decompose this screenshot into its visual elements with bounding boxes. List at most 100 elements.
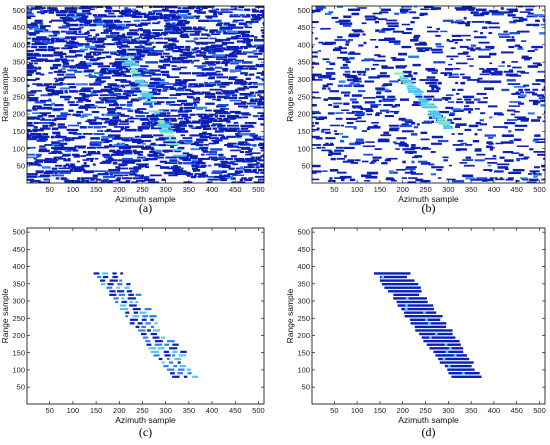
heatmap-cell <box>248 85 258 89</box>
heatmap-cell <box>229 14 233 16</box>
heatmap-cell <box>259 146 264 149</box>
heatmap-cell <box>257 112 264 115</box>
heatmap-cell <box>168 128 182 132</box>
heatmap-cell <box>508 45 515 49</box>
heatmap-cell <box>76 12 87 15</box>
heatmap-cell <box>348 83 356 86</box>
heatmap-cell <box>248 81 258 84</box>
heatmap-cell <box>375 45 379 49</box>
heatmap-cell <box>130 87 135 91</box>
heatmap-cell <box>177 87 186 90</box>
heatmap-cell <box>182 29 187 32</box>
heatmap-cell <box>176 66 180 69</box>
heatmap-cell <box>67 101 75 104</box>
target-mark <box>415 329 453 332</box>
heatmap-cell <box>158 109 170 112</box>
heatmap-cell <box>67 164 76 168</box>
heatmap-cell <box>339 175 352 179</box>
heatmap-cell <box>45 87 49 90</box>
heatmap-cell <box>412 63 421 67</box>
x-tick-label: 450 <box>510 185 523 194</box>
heatmap-cell <box>158 137 170 140</box>
heatmap-cell <box>27 133 30 135</box>
heatmap-cell <box>230 155 237 158</box>
heatmap-cell <box>40 73 45 76</box>
heatmap-cell <box>81 180 90 182</box>
heatmap-cell <box>76 101 84 103</box>
heatmap-cell <box>262 153 264 156</box>
heatmap-cell <box>426 30 439 33</box>
heatmap-cell <box>102 160 112 163</box>
heatmap-cell <box>59 55 64 58</box>
heatmap-cell <box>29 54 42 57</box>
heatmap-cell <box>96 178 102 181</box>
heatmap-cell <box>62 62 70 65</box>
heatmap-cell <box>102 178 109 181</box>
heatmap-cell <box>211 33 221 36</box>
heatmap-cell <box>484 87 494 90</box>
heatmap-cell <box>312 9 321 13</box>
heatmap-cell <box>183 16 195 19</box>
target-mark <box>399 77 409 80</box>
heatmap-cell <box>543 110 545 114</box>
heatmap-cell <box>227 30 238 33</box>
heatmap-cell <box>192 159 198 162</box>
heatmap-cell <box>130 56 141 60</box>
axes-frame <box>311 227 546 405</box>
heatmap-cell <box>233 50 242 53</box>
heatmap-cell <box>448 113 455 117</box>
heatmap-cell <box>218 156 226 160</box>
heatmap-cell <box>337 36 343 39</box>
heatmap-cell <box>411 121 416 125</box>
heatmap-cell <box>329 168 339 172</box>
target-mark <box>159 129 174 132</box>
heatmap-cell <box>410 170 414 173</box>
target-mark <box>400 78 409 81</box>
target-mark <box>135 293 142 296</box>
heatmap-cell <box>211 73 224 76</box>
heatmap-cell <box>329 142 334 145</box>
x-tick-label: 50 <box>330 406 338 415</box>
heatmap-cell <box>66 41 79 45</box>
heatmap-cell <box>511 92 521 95</box>
heatmap-cell <box>239 150 245 154</box>
heatmap-cell <box>378 138 390 141</box>
heatmap-cell <box>254 36 258 39</box>
heatmap-cell <box>243 168 252 171</box>
heatmap-cell <box>315 8 323 11</box>
target-mark <box>379 279 415 282</box>
heatmap-cell <box>35 6 42 9</box>
heatmap-cell <box>437 177 442 179</box>
y-tick-label: 150 <box>12 348 25 357</box>
heatmap-cell <box>369 171 379 175</box>
heatmap-cell <box>152 45 156 48</box>
heatmap-cell <box>30 7 41 10</box>
heatmap-cell <box>43 178 50 181</box>
heatmap-cell <box>395 168 406 171</box>
heatmap-cell <box>395 66 406 69</box>
heatmap-cell <box>69 66 77 69</box>
heatmap-cell <box>371 121 379 124</box>
heatmap-cell <box>333 130 337 133</box>
heatmap-cell <box>60 30 66 33</box>
heatmap-cell <box>312 21 319 24</box>
heatmap-cell <box>220 128 225 132</box>
target-mark <box>117 290 125 293</box>
heatmap-cell <box>472 139 480 143</box>
heatmap-cell <box>137 50 150 52</box>
heatmap-cell <box>200 121 210 125</box>
heatmap-cell <box>113 102 118 105</box>
heatmap-cell <box>250 34 254 38</box>
heatmap-cell <box>491 73 503 76</box>
target-mark <box>109 290 116 293</box>
heatmap-cell <box>153 134 164 137</box>
heatmap-cell <box>248 22 253 25</box>
heatmap-cell <box>103 97 116 99</box>
heatmap-cell <box>63 164 67 168</box>
heatmap-cell <box>195 162 206 165</box>
heatmap-cell <box>174 173 186 175</box>
target-mark <box>423 311 426 314</box>
heatmap-cell <box>163 63 171 67</box>
heatmap-cell <box>541 178 545 181</box>
heatmap-cell <box>427 26 433 29</box>
